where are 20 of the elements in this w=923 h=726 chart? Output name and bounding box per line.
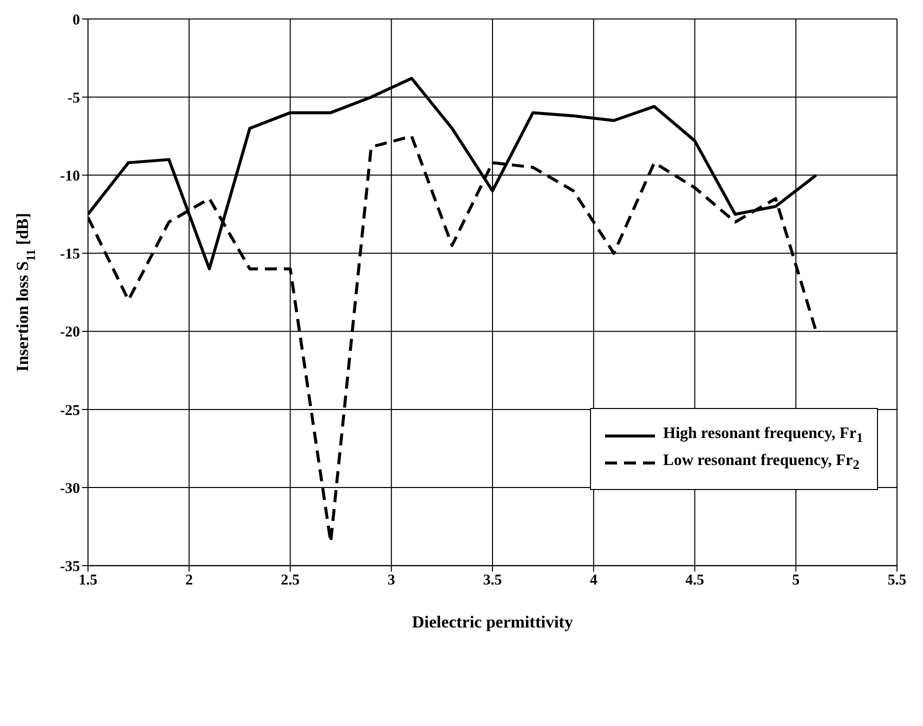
y-tick-label: -20 xyxy=(60,324,80,341)
x-tick-label: 5 xyxy=(792,572,800,588)
legend-label: High resonant frequency, Fr$_{1}$ xyxy=(663,425,863,446)
y-tick-label: -10 xyxy=(60,168,80,185)
y-tick-label: -25 xyxy=(60,402,80,419)
y-tick-label: -30 xyxy=(60,480,80,497)
x-axis-title: Dielectric permittivity xyxy=(412,612,574,632)
x-tick-label: 3 xyxy=(388,572,396,588)
y-tick-label: -35 xyxy=(60,558,80,575)
legend-label: Low resonant frequency, Fr$_{2}$ xyxy=(663,452,860,474)
x-tick-label: 2 xyxy=(185,572,193,588)
x-tick-label: 1.5 xyxy=(78,572,98,588)
y-tick-label: -5 xyxy=(68,90,80,106)
y-tick-label: 0 xyxy=(72,12,80,28)
x-tick-label: 4.5 xyxy=(685,572,704,588)
y-tick-label: -15 xyxy=(60,246,80,263)
x-tick-label: 4 xyxy=(590,572,598,588)
x-tick-label: 2.5 xyxy=(280,572,300,588)
x-tick-label: 5.5 xyxy=(888,572,906,588)
x-tick-label: 3.5 xyxy=(483,572,502,588)
